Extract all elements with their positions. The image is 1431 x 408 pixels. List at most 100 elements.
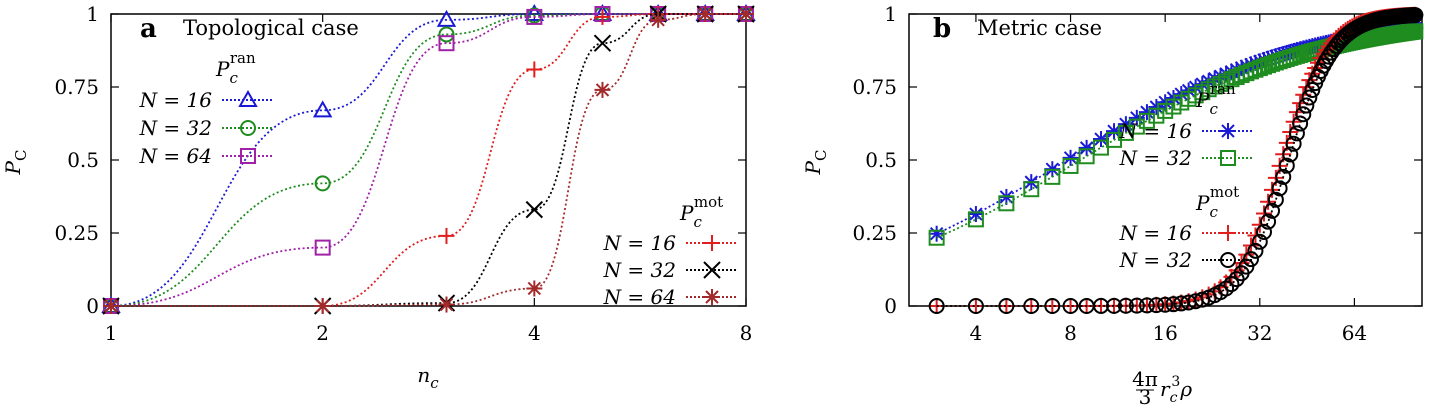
panel-b-series-0-1-point-2 <box>998 195 1015 212</box>
panel-a-series-1-0-point-4 <box>594 8 611 25</box>
panel-b-xlabel-num: 4π <box>1132 367 1158 391</box>
panel-a-series-0-2-point-2 <box>438 35 455 52</box>
panel-b-xtick-label: 16 <box>1152 321 1177 345</box>
panel-a-ytick-label: 0.25 <box>54 221 99 245</box>
panel-b-series-0-0-point-0-d2 <box>929 227 944 241</box>
panel-b-legend-ran-heading: Pcran <box>1195 80 1236 118</box>
panel-b-legend-mot-heading: Pcmot <box>1195 183 1239 221</box>
panel-b-series-0-0-point-7-d2 <box>1094 132 1108 146</box>
panel-b-series-1-1-point-23 <box>1223 276 1240 293</box>
panel-b-series-0-1-point-30 <box>1255 58 1272 75</box>
panel-a-series-0-2-point-3 <box>526 8 543 25</box>
panel-b-series-0-0-point-1 <box>967 206 984 223</box>
panel-a-legend-mot-0-swatch-marker <box>704 235 720 251</box>
panel-b-series-0-1-point-12 <box>1148 107 1165 124</box>
panel-a-ytick-label: 1 <box>86 2 99 26</box>
panel-b-series-1-1-point-3 <box>1023 297 1040 314</box>
panel-b-series-0-0-point-5 <box>1062 149 1079 166</box>
panel-a-series-1-1-line <box>111 13 746 307</box>
panel-a-legend-ran-0-label: N = 16 <box>139 88 213 112</box>
panel-a-letter: a <box>140 14 157 44</box>
panel-a-legend-ran-2-label: N = 64 <box>139 144 212 168</box>
panel-b-ytick-label: 0 <box>884 294 897 318</box>
panel-a-series-1-2-point-3-d2 <box>527 281 542 296</box>
panel-a-series-0-0-point-2 <box>436 9 457 27</box>
panel-b-series-1-1-point-38 <box>1285 135 1302 152</box>
panel-b-series-0-1-point-1 <box>967 211 984 228</box>
panel-a-series-0-1-point-1 <box>314 175 331 192</box>
panel-b-series-1-1-point-5 <box>1062 297 1079 314</box>
panel-a-ylabel: PC <box>1 150 30 176</box>
panel-b-series-0-0-point-0 <box>928 225 945 242</box>
panel-b-series-0-1-point-0 <box>928 229 945 246</box>
panel-b-series-0-0-point-1-d2 <box>969 207 983 221</box>
panel-b-series-1-1-point-2 <box>998 297 1015 314</box>
panel-a-legend-ran-1-swatch-marker <box>240 120 256 136</box>
panel-a-series-1-2-point-7-d2 <box>739 7 753 21</box>
panel-b-series-1-0-point-1 <box>967 297 984 314</box>
panel-b-series-1-1-line <box>936 14 1416 307</box>
panel-b-series-1-1-point-97 <box>1407 7 1424 24</box>
panel-b-series-0-0-point-5-d2 <box>1063 151 1078 165</box>
panel-b-series-1-1-point-29 <box>1251 233 1268 250</box>
panel-b-legend-mot-0-label: N = 16 <box>1119 221 1193 245</box>
panel-b-series-0-1-point-11 <box>1138 112 1155 129</box>
panel-b-series-1-1-point-40 <box>1292 115 1309 132</box>
panel-a-series-1-1-point-4 <box>593 34 612 52</box>
panel-b-series-1-0-point-31 <box>1260 193 1277 210</box>
panel-b-series-1-1-point-30 <box>1255 224 1272 241</box>
panel-a-series-1-2-point-6 <box>697 6 714 22</box>
panel-b-series-0-1-point-13 <box>1157 102 1174 119</box>
panel-a-xtick-label: 1 <box>105 321 118 345</box>
panel-b-series-1-1-point-44 <box>1304 81 1321 98</box>
panel-b-ylabel: PC <box>801 150 830 176</box>
panel-a-title: Topological case <box>183 16 359 40</box>
panel-b-xtick-label: 32 <box>1247 321 1272 345</box>
panel-b-ytick-label: 1 <box>884 2 897 26</box>
panel-a-legend-mot-1-swatch-marker-d2 <box>703 261 721 279</box>
panel-b-series-0-0-point-6-d2 <box>1079 141 1094 155</box>
panel-a-series-1-2-point-7 <box>738 6 754 22</box>
panel-b-series-1-1-point-4 <box>1044 297 1061 314</box>
panel-a-xtick-label: 2 <box>316 321 329 345</box>
panel-a-xtick-label: 4 <box>528 321 541 345</box>
panel-b-series-1-1-point-39 <box>1288 125 1305 142</box>
panel-a-series-1-2-point-0 <box>103 298 119 314</box>
panel-a-series-1-0-point-2 <box>438 227 455 244</box>
panel-b-series-0-1-point-20 <box>1206 78 1223 95</box>
panel-b-series-0-1-point-21 <box>1212 75 1229 92</box>
panel-a-legend-ran-0-swatch-marker <box>238 89 258 107</box>
panel-a-ytick-label: 0.75 <box>54 75 99 99</box>
panel-a-series-0-1-point-2 <box>438 26 455 43</box>
panel-a-legend-mot-2-swatch-marker-d2 <box>705 290 719 304</box>
panel-a-series-1-2-point-5 <box>650 11 667 28</box>
panel-b-title: Metric case <box>977 16 1102 40</box>
panel-b-legend-ran-0-swatch-marker-d2 <box>1221 124 1235 138</box>
panel-a-legend-mot-1-swatch-marker <box>703 261 721 279</box>
panel-b-ytick-label: 0.25 <box>852 221 897 245</box>
panel-b-series-1-0-point-5 <box>1062 297 1079 314</box>
panel-a-series-1-2-line <box>111 13 746 307</box>
panel-b-series-1-1-point-14 <box>1165 296 1182 313</box>
panel-b-xlabel-den: 3 <box>1139 385 1152 408</box>
panel-b-legend-mot-0-swatch-marker <box>1220 225 1236 241</box>
panel-a-legend-mot-0-label: N = 16 <box>603 231 677 255</box>
panel-a-xtick-label: 8 <box>740 321 753 345</box>
panel-a-series-1-2-point-3 <box>526 280 543 297</box>
panel-b-series-1-1-point-12 <box>1148 297 1165 314</box>
panel-b-legend-ran-0-label: N = 16 <box>1119 119 1193 143</box>
panel-b-series-0-1-point-4 <box>1044 168 1061 185</box>
panel-b-series-1-1-point-9 <box>1117 297 1134 314</box>
panel-b-series-0-1-point-6 <box>1078 148 1095 165</box>
panel-a-series-1-1-point-3 <box>525 200 544 219</box>
panel-b-series-1-0-point-30 <box>1255 205 1272 222</box>
panel-a-series-1-0-point-3 <box>526 61 543 78</box>
panel-b-xtick-label: 8 <box>1064 321 1077 345</box>
panel-b-series-0-1-point-22 <box>1218 73 1235 90</box>
panel-a-series-1-1-point-4-d2 <box>593 34 612 52</box>
panel-a-ytick-label: 0 <box>86 294 99 318</box>
panel-b-ytick-label: 0.75 <box>852 75 897 99</box>
